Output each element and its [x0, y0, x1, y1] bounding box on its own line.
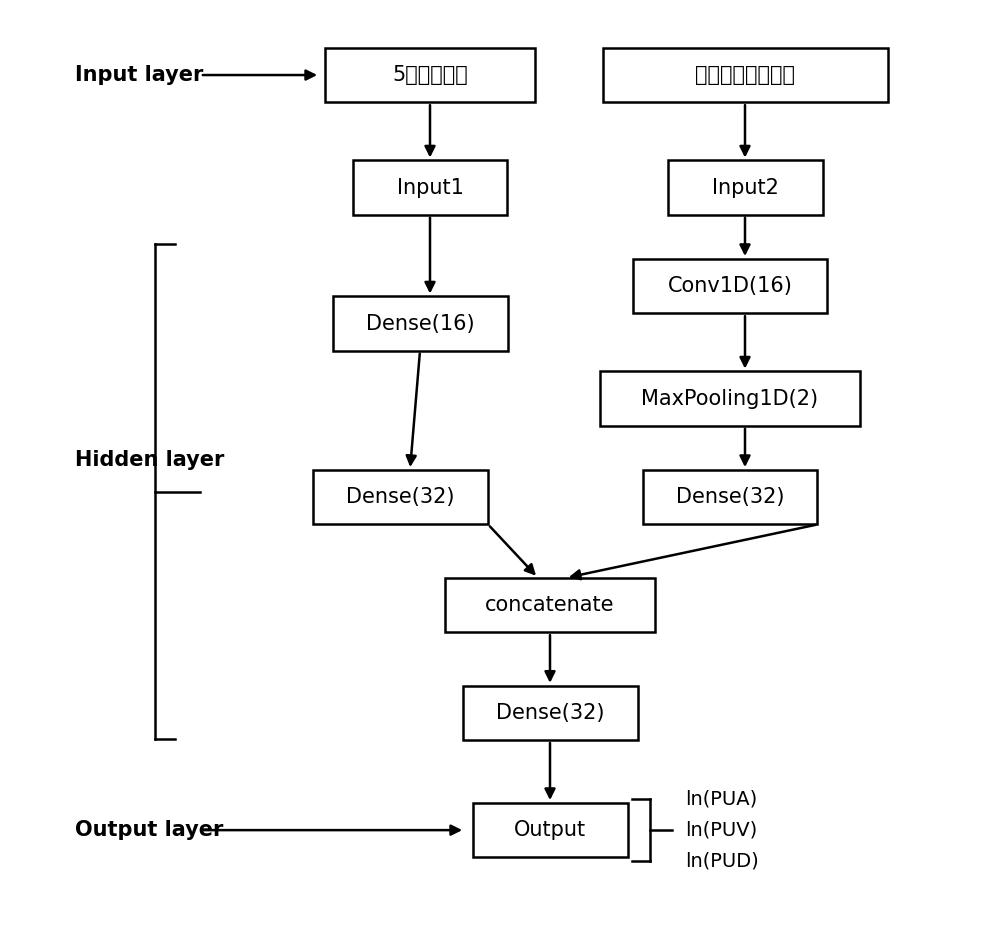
Text: MaxPooling1D(2): MaxPooling1D(2) [641, 388, 819, 409]
Text: Dense(32): Dense(32) [346, 487, 454, 507]
Text: ln(PUA): ln(PUA) [685, 790, 757, 809]
Text: ln(PUD): ln(PUD) [685, 852, 759, 870]
Text: Output: Output [514, 820, 586, 840]
Text: Dense(32): Dense(32) [676, 487, 784, 507]
Text: 土层剪切波速序列: 土层剪切波速序列 [695, 65, 795, 85]
FancyBboxPatch shape [602, 48, 888, 102]
Text: Output layer: Output layer [75, 820, 223, 840]
Text: 5个输入数据: 5个输入数据 [392, 65, 468, 85]
Text: Input1: Input1 [397, 177, 463, 198]
Text: Input layer: Input layer [75, 65, 203, 85]
Text: concatenate: concatenate [485, 595, 615, 615]
Text: Dense(32): Dense(32) [496, 703, 604, 723]
FancyBboxPatch shape [352, 160, 507, 215]
FancyBboxPatch shape [600, 371, 860, 426]
Text: Hidden layer: Hidden layer [75, 449, 224, 470]
FancyBboxPatch shape [668, 160, 822, 215]
Text: Conv1D(16): Conv1D(16) [668, 276, 792, 296]
FancyBboxPatch shape [642, 470, 817, 524]
Text: Dense(16): Dense(16) [366, 313, 474, 334]
FancyBboxPatch shape [325, 48, 535, 102]
FancyBboxPatch shape [473, 803, 628, 857]
FancyBboxPatch shape [462, 686, 638, 740]
FancyBboxPatch shape [332, 296, 508, 351]
FancyBboxPatch shape [633, 259, 827, 313]
FancyBboxPatch shape [312, 470, 488, 524]
Text: ln(PUV): ln(PUV) [685, 821, 757, 840]
Text: Input2: Input2 [712, 177, 778, 198]
FancyBboxPatch shape [445, 578, 655, 632]
